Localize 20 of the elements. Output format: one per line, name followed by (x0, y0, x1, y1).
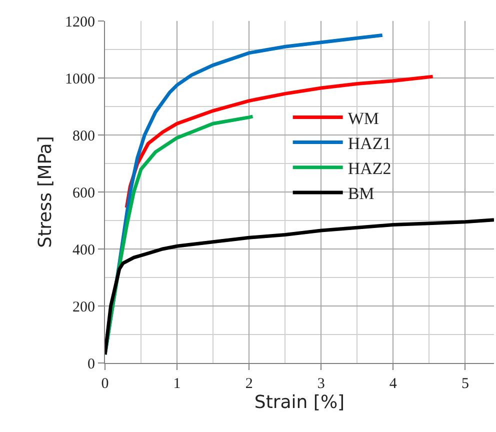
y-tick-label: 200 (72, 299, 95, 316)
y-tick-label: 0 (88, 356, 95, 372)
x-tick-label: 4 (389, 376, 398, 392)
legend-label: HAZ1 (348, 134, 392, 153)
legend-label: HAZ2 (348, 159, 392, 178)
x-tick-label: 3 (317, 376, 325, 392)
y-tick-label: 800 (72, 128, 95, 144)
x-tick-label: 5 (461, 376, 469, 392)
x-tick-label: 0 (101, 376, 109, 392)
line-series (105, 218, 494, 356)
legend-label: WM (348, 108, 379, 128)
x-tick-label: 1 (173, 376, 181, 392)
y-tick-label: 1200 (65, 14, 95, 30)
x-axis-title: Strain [%] (254, 392, 345, 414)
y-axis-title: Stress [MPa] (35, 136, 56, 248)
y-tick-label: 400 (72, 242, 95, 258)
legend-label: BM (348, 184, 374, 204)
y-tick-label: 600 (72, 185, 95, 202)
x-tick-label: 2 (245, 376, 253, 392)
y-tick-label: 1000 (65, 71, 95, 88)
